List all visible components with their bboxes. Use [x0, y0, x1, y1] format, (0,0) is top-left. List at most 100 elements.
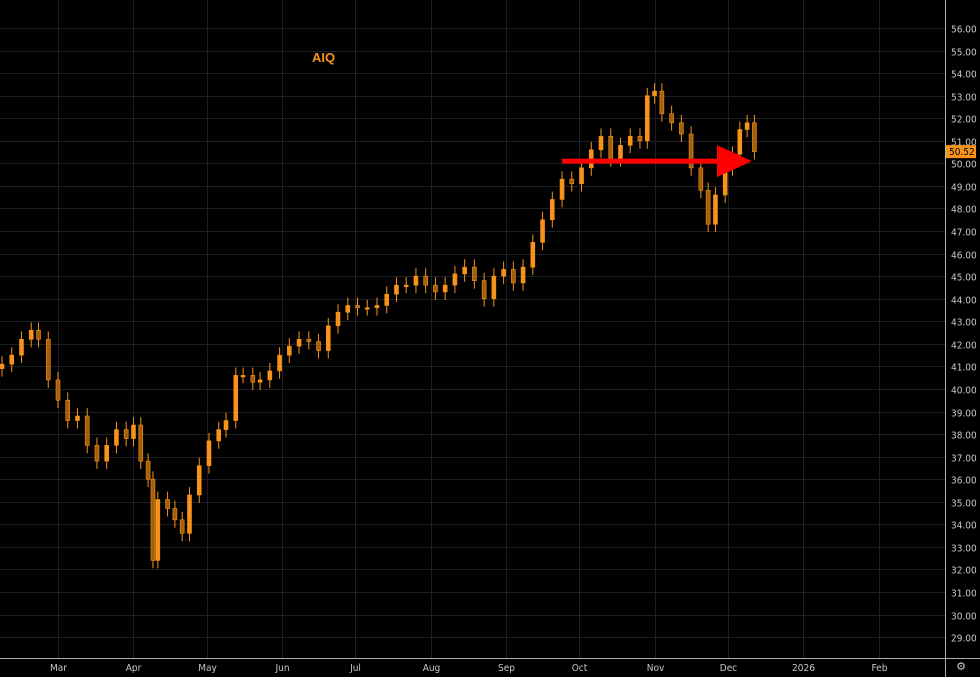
candle-body [55, 379, 61, 401]
y-tick-label: 31.00 [951, 589, 977, 600]
candle-body [277, 354, 282, 372]
candle-body [364, 307, 370, 310]
candle-body [196, 465, 202, 496]
candle-body [84, 415, 90, 446]
candle-body [679, 122, 684, 135]
y-tick-label: 39.00 [951, 409, 977, 420]
y-tick-label: 30.00 [951, 612, 977, 623]
candle-body [138, 424, 144, 462]
candle-body [36, 330, 41, 340]
candle-body [511, 269, 516, 284]
candle-body [569, 178, 575, 184]
candle-body [9, 354, 15, 365]
y-tick-label: 43.00 [951, 318, 977, 329]
time-axis[interactable]: Mar Apr May Jun Jul Aug Sep Oct Nov Dec 2026 Feb [50, 663, 888, 674]
y-tick-label: 40.00 [951, 386, 977, 397]
candle-body [316, 341, 321, 351]
y-tick-label: 36.00 [951, 476, 977, 487]
candle-body [540, 219, 545, 243]
x-tick-label: Apr [126, 663, 142, 674]
candle-body [104, 445, 109, 462]
candle-body [501, 269, 506, 277]
y-tick-label: 55.00 [951, 48, 977, 59]
grid [0, 0, 945, 658]
y-tick-label: 56.00 [951, 25, 977, 36]
y-tick-label: 48.00 [951, 205, 977, 216]
last-price-label: 50.52 [949, 147, 975, 158]
x-tick-label: 2026 [792, 663, 815, 674]
candle-body [433, 284, 438, 293]
candle-body [240, 375, 246, 378]
candle-body [150, 478, 156, 561]
y-tick-label: 52.00 [951, 115, 977, 126]
candle-body [659, 90, 665, 115]
x-tick-label: Mar [50, 663, 67, 674]
candle-body [75, 415, 80, 421]
candle-body [644, 95, 650, 142]
candle-body [287, 345, 292, 356]
gear-icon[interactable]: ⚙ [956, 661, 966, 673]
candle-body [530, 242, 536, 268]
candle-body [384, 293, 390, 306]
candle-body [737, 129, 743, 155]
chart-title: AIQ [312, 50, 335, 65]
candle-body [394, 284, 399, 295]
candle-body [669, 113, 674, 124]
y-tick-label: 44.00 [951, 296, 977, 307]
candle-body [267, 370, 273, 381]
candle-body [652, 90, 657, 96]
candle-body [462, 266, 467, 275]
candle-body [233, 375, 239, 421]
candle-body [325, 325, 331, 351]
y-tick-label: 49.00 [951, 183, 977, 194]
candle-body [216, 429, 222, 442]
candle-body [472, 266, 477, 281]
candle-body [627, 135, 633, 146]
y-tick-label: 29.00 [951, 634, 977, 645]
candle-body [28, 330, 34, 340]
candle-body [250, 375, 256, 383]
x-tick-label: Sep [498, 663, 515, 674]
candle-body [206, 440, 212, 466]
candle-body [155, 499, 161, 561]
y-tick-label: 41.00 [951, 363, 977, 374]
candle-body [442, 284, 448, 293]
candle-body [559, 178, 565, 200]
x-tick-label: Dec [720, 663, 737, 674]
candle-body [223, 420, 229, 430]
candle-body [752, 122, 757, 152]
last-price-tag: 50.52 [946, 145, 976, 159]
candle-body [145, 460, 151, 480]
y-tick-label: 38.00 [951, 431, 977, 442]
candle-body [520, 266, 526, 284]
candle-body [705, 190, 711, 225]
candle-body [403, 284, 409, 287]
candle-body [452, 273, 458, 286]
candle-body [65, 399, 71, 421]
x-tick-label: Aug [423, 663, 441, 674]
candle-body [688, 133, 694, 169]
y-tick-label: 33.00 [951, 544, 977, 555]
candle-body [355, 305, 360, 309]
y-tick-label: 35.00 [951, 499, 977, 510]
y-tick-label: 34.00 [951, 521, 977, 532]
candle-body [123, 429, 129, 439]
arrow-head [716, 145, 752, 178]
candle-body [165, 499, 170, 509]
candle-body [131, 424, 136, 439]
y-tick-label: 37.00 [951, 454, 977, 465]
candle-body [618, 145, 623, 160]
price-axis[interactable]: 29.00 30.00 31.00 32.00 33.00 34.00 35.00 36.00… [951, 25, 977, 645]
candle-body [598, 135, 604, 151]
candle-body [481, 280, 487, 300]
candle-body [423, 275, 428, 286]
candle-body [179, 519, 185, 534]
x-tick-label: Oct [572, 663, 588, 674]
candle-body [187, 494, 192, 534]
candle-body [744, 122, 750, 130]
y-tick-label: 51.00 [951, 138, 977, 149]
candle-body [306, 339, 312, 342]
y-tick-label: 54.00 [951, 70, 977, 81]
candle-body [172, 508, 178, 521]
